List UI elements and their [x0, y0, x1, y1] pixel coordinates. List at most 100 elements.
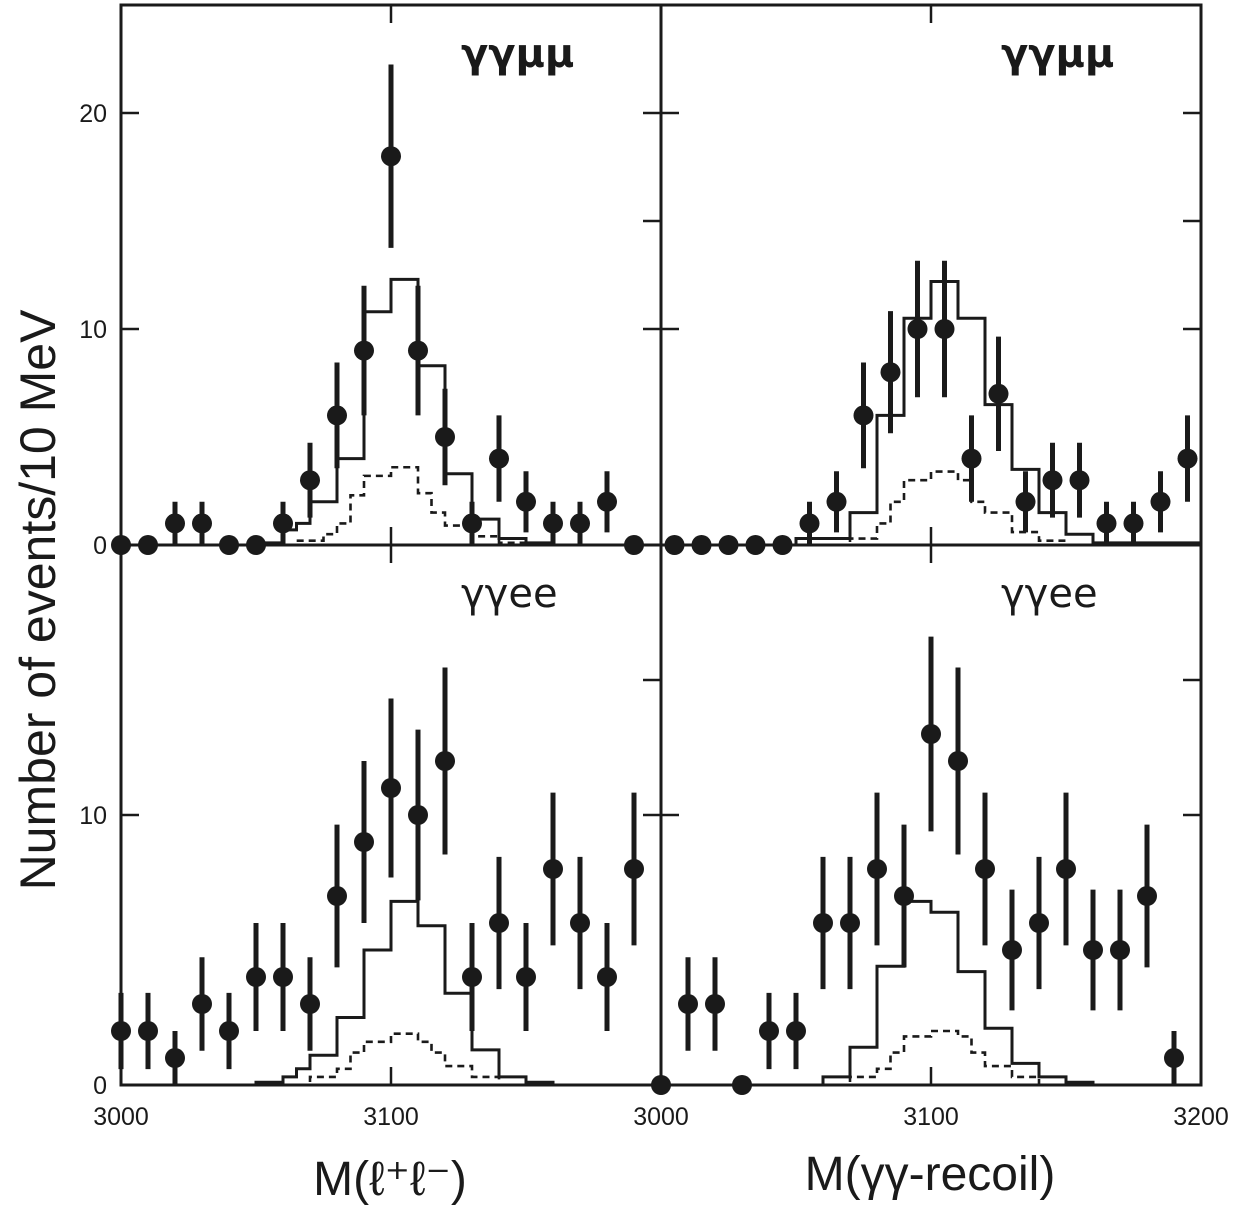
y-tick-label-0: 0 — [93, 1072, 107, 1100]
panel-1: γγμμ — [661, 5, 1201, 555]
y-tick-label-10: 10 — [79, 802, 107, 830]
data-point — [894, 886, 914, 906]
panel-1-ticks — [661, 5, 1201, 545]
data-point — [516, 491, 536, 512]
data-point — [934, 319, 955, 339]
data-point — [408, 805, 428, 825]
data-point — [354, 340, 374, 361]
x-tick-3000-left: 3000 — [93, 1103, 149, 1131]
data-point — [408, 340, 428, 361]
panel-3-points — [651, 636, 1184, 1095]
data-point — [1069, 470, 1090, 491]
data-point — [705, 994, 725, 1014]
data-point — [961, 448, 982, 469]
y-tick-label-10: 10 — [79, 316, 107, 344]
panel-2: 0 10 γγee — [79, 545, 661, 1100]
data-point — [273, 513, 293, 534]
data-point — [1056, 859, 1076, 879]
data-point — [354, 832, 374, 852]
panel-0-ticks — [121, 5, 661, 545]
data-point — [597, 491, 617, 512]
data-point — [381, 778, 401, 798]
data-point — [624, 859, 644, 879]
data-point — [1150, 491, 1171, 512]
x-axis-label-left: M(ℓ⁺ℓ⁻) — [313, 1153, 467, 1206]
x-tick-3100-right: 3100 — [903, 1103, 959, 1131]
data-point — [1110, 940, 1130, 960]
data-point — [1137, 886, 1157, 906]
panel-1-points — [664, 260, 1198, 555]
panels: 0 10 20 γγμμ γγμμ 0 10 γγee γγee — [79, 5, 1201, 1100]
y-tick-label-20: 20 — [79, 100, 107, 128]
data-point — [435, 751, 455, 771]
data-point — [907, 319, 928, 339]
data-point — [921, 724, 941, 744]
data-point — [1164, 1048, 1184, 1068]
data-point — [489, 448, 509, 469]
data-point — [1123, 513, 1144, 534]
x-tick-3200-right: 3200 — [1173, 1103, 1229, 1131]
data-point — [300, 994, 320, 1014]
data-point — [1083, 940, 1103, 960]
data-point — [489, 913, 509, 933]
data-point — [840, 913, 860, 933]
data-point — [826, 491, 847, 512]
data-point — [219, 1021, 239, 1041]
data-point — [759, 1021, 779, 1041]
data-point — [300, 470, 320, 491]
solid-histogram — [121, 899, 661, 1087]
data-point — [948, 751, 968, 771]
data-point — [570, 513, 590, 534]
data-point — [799, 513, 820, 534]
data-point — [570, 913, 590, 933]
dashed-histogram — [121, 465, 661, 547]
data-point — [853, 405, 874, 426]
data-point — [192, 513, 212, 534]
data-point — [1042, 470, 1063, 491]
data-point — [192, 994, 212, 1014]
data-point — [1015, 491, 1036, 512]
x-tick-3000-mid: 3000 — [633, 1103, 689, 1131]
dashed-histogram — [661, 470, 1201, 547]
panel-2-points — [111, 667, 644, 1085]
dashed-histogram — [121, 1032, 661, 1087]
data-point — [165, 513, 185, 534]
dashed-histogram — [661, 1029, 1201, 1087]
panel-0-points — [111, 64, 644, 555]
panel-3: γγee — [651, 545, 1201, 1095]
x-tick-3100-left: 3100 — [363, 1103, 419, 1131]
data-point — [327, 405, 347, 426]
panel-2-ticks — [121, 545, 661, 1085]
y-tick-label-0: 0 — [93, 532, 107, 560]
data-point — [678, 994, 698, 1014]
data-point — [462, 513, 482, 534]
data-point — [381, 146, 401, 167]
data-point — [327, 886, 347, 906]
data-point — [867, 859, 887, 879]
data-point — [165, 1048, 185, 1068]
data-point — [273, 967, 293, 987]
data-point — [1096, 513, 1117, 534]
panel-2-label: γγee — [461, 571, 558, 617]
solid-histogram — [661, 899, 1201, 1087]
solid-histogram — [661, 279, 1201, 547]
panel-1-label: γγμμ — [1001, 31, 1114, 77]
data-point — [435, 427, 455, 447]
data-point — [975, 859, 995, 879]
panel-0-label: γγμμ — [461, 31, 574, 77]
data-point — [1177, 448, 1198, 469]
data-point — [813, 913, 833, 933]
y-axis-label: Number of events/10 MeV — [10, 309, 66, 890]
data-point — [597, 967, 617, 987]
data-point — [786, 1021, 806, 1041]
panel-3-label: γγee — [1001, 571, 1098, 617]
figure-frame — [119, 3, 1203, 1087]
data-point — [462, 967, 482, 987]
data-point — [1002, 940, 1022, 960]
data-point — [246, 967, 266, 987]
panel-3-ticks — [661, 545, 1201, 1085]
data-point — [543, 859, 563, 879]
data-point — [880, 362, 901, 383]
panel-0: 0 10 20 γγμμ — [79, 5, 661, 560]
